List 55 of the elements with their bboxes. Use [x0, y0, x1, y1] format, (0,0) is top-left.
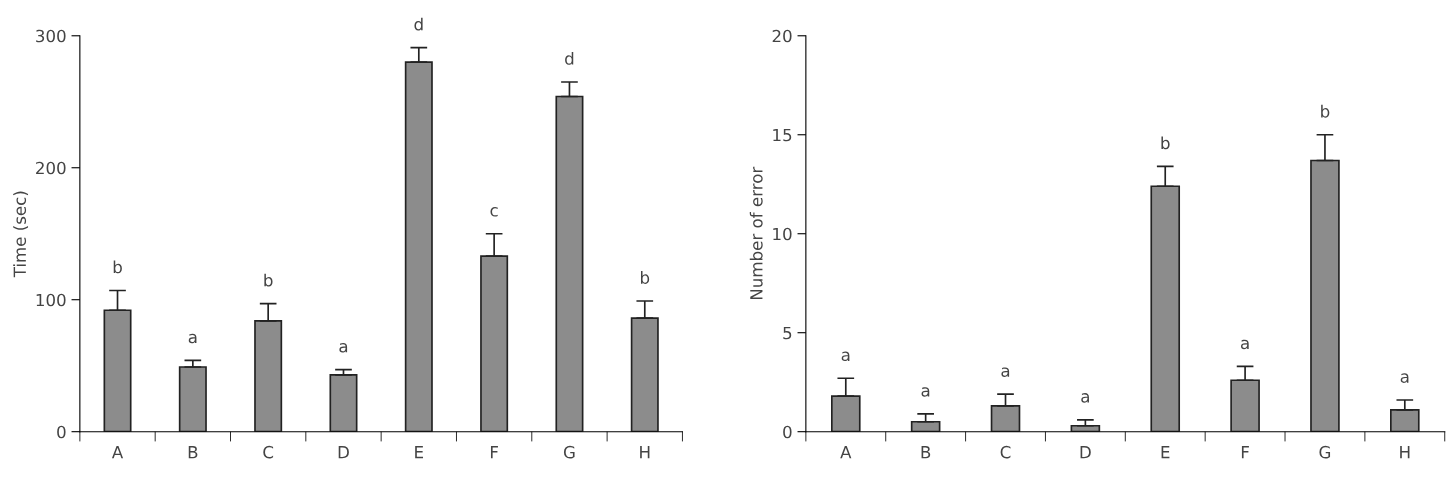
x-tick-label: H	[1400, 446, 1410, 459]
annotation: a	[841, 351, 850, 362]
y-axis-title: Time (sec)	[13, 191, 29, 278]
x-tick-label: D	[1080, 446, 1091, 459]
y-tick-label: 0	[783, 425, 792, 439]
x-tick-label: D	[338, 446, 349, 459]
annotation: d	[565, 51, 574, 65]
bar	[254, 319, 283, 432]
x-tick-label: A	[111, 446, 124, 459]
bar	[990, 405, 1021, 432]
bar	[103, 309, 132, 432]
annotation: a	[1400, 373, 1409, 383]
annotation: b	[641, 271, 650, 284]
y-tick-label: 10	[773, 227, 792, 241]
annotation: c	[490, 207, 498, 217]
bar	[1150, 185, 1181, 432]
x-tick-label: C	[263, 445, 274, 459]
x-tick-label: F	[1241, 446, 1249, 459]
annotation: a	[1081, 393, 1089, 403]
x-tick-label: H	[640, 446, 650, 459]
y-tick-label: 300	[36, 29, 66, 43]
annotation: a	[1001, 367, 1010, 377]
x-tick-label: G	[1319, 445, 1331, 459]
x-tick-label: A	[840, 446, 852, 459]
x-tick-label: E	[415, 446, 424, 459]
y-tick-label: 200	[36, 161, 66, 175]
x-tick-label: B	[921, 446, 931, 459]
text: d	[414, 17, 423, 31]
bar	[830, 395, 861, 432]
x-tick-label: C	[1000, 445, 1011, 459]
annotation: b	[1161, 136, 1170, 150]
annotation: a	[1240, 339, 1249, 350]
x-tick-label: B	[188, 446, 198, 459]
bar	[480, 255, 509, 432]
y-tick-label: 5	[783, 326, 792, 340]
y-tick-label: 100	[36, 293, 66, 307]
annotation: b	[113, 260, 122, 274]
annotation: b	[264, 273, 273, 287]
bar	[178, 366, 207, 432]
bar	[630, 317, 659, 432]
annotation: a	[921, 387, 930, 397]
annotation: a	[339, 342, 348, 353]
y-tick-label: 15	[773, 128, 792, 142]
bar	[1230, 379, 1260, 432]
x-tick-label: E	[1161, 446, 1170, 459]
x-tick-label: G	[563, 445, 575, 459]
bar	[1389, 409, 1420, 432]
bar	[404, 61, 433, 432]
annotation: b	[1321, 104, 1330, 118]
y-tick-label: 0	[57, 425, 66, 439]
annotation: a	[188, 333, 197, 344]
bar	[329, 374, 358, 432]
y-axis-title: Number of error	[749, 166, 763, 300]
y-tick-label: 20	[772, 29, 792, 43]
x-tick-label: F	[490, 446, 498, 459]
